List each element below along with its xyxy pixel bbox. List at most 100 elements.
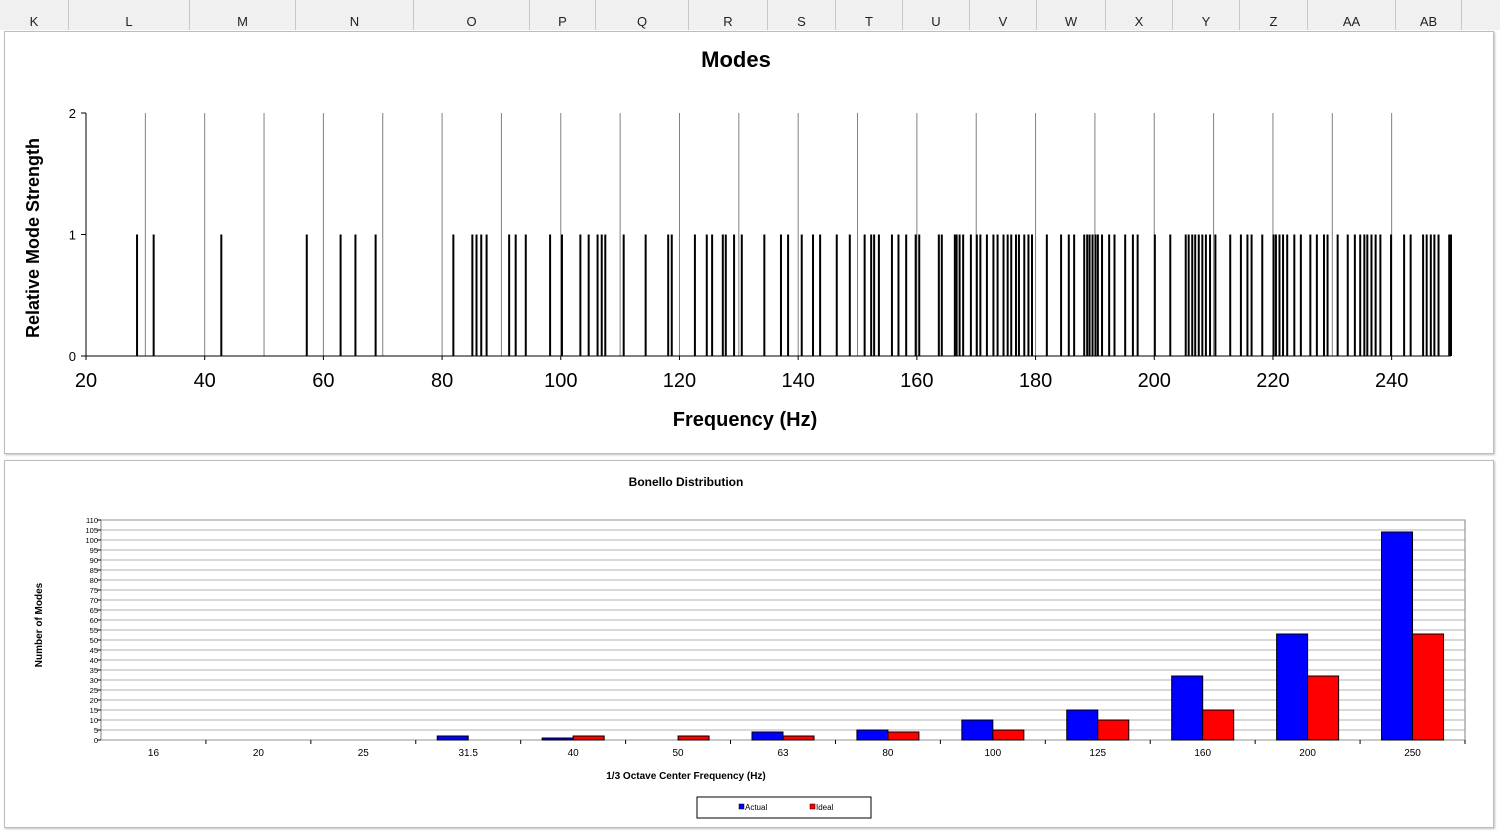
y-tick-label: 50: [90, 636, 98, 645]
x-tick-label: 63: [777, 748, 789, 759]
y-tick-label: 20: [90, 696, 98, 705]
y-tick-label: 70: [90, 596, 98, 605]
y-tick-label: 85: [90, 566, 98, 575]
chart-title: Modes: [701, 47, 771, 72]
column-header-r[interactable]: R: [689, 0, 768, 30]
y-tick-label: 105: [85, 526, 98, 535]
column-header-o[interactable]: O: [414, 0, 530, 30]
x-tick-label: 100: [985, 748, 1002, 759]
x-tick-label: 180: [1019, 370, 1052, 392]
legend-swatch-actual: [738, 803, 745, 810]
y-tick-label: 75: [90, 586, 98, 595]
column-header-s[interactable]: S: [768, 0, 836, 30]
column-header-aa[interactable]: AA: [1308, 0, 1396, 30]
column-header-x[interactable]: X: [1106, 0, 1173, 30]
y-tick-label: 2: [69, 106, 76, 121]
y-tick-label: 0: [94, 736, 98, 745]
column-header-k[interactable]: K: [0, 0, 69, 30]
column-header-u[interactable]: U: [903, 0, 970, 30]
legend-label-actual: Actual: [745, 803, 767, 812]
x-tick-label: 20: [253, 748, 265, 759]
x-axis-label: Frequency (Hz): [673, 409, 817, 431]
y-tick-label: 35: [90, 666, 98, 675]
y-tick-label: 80: [90, 576, 98, 585]
bar-actual: [856, 729, 889, 741]
x-tick-label: 125: [1089, 748, 1106, 759]
bar-actual: [1171, 675, 1204, 741]
y-tick-label: 65: [90, 606, 98, 615]
y-tick-label: 90: [90, 556, 98, 565]
x-tick-label: 240: [1375, 370, 1408, 392]
column-header-l[interactable]: L: [69, 0, 190, 30]
x-tick-label: 50: [673, 748, 685, 759]
x-tick-label: 40: [568, 748, 580, 759]
legend: Actual Ideal: [696, 796, 872, 819]
y-tick-label: 30: [90, 676, 98, 685]
x-tick-label: 160: [1194, 748, 1211, 759]
column-header-w[interactable]: W: [1037, 0, 1106, 30]
bar-actual: [1381, 531, 1414, 741]
bonello-chart-panel[interactable]: Bonello Distribution 0 5 10 15 20 25 30 35 40 45 50…: [4, 460, 1494, 828]
column-header-n[interactable]: N: [296, 0, 414, 30]
x-tick-label: 200: [1138, 370, 1171, 392]
bar-actual: [436, 735, 469, 741]
y-tick-label: 10: [90, 716, 98, 725]
bonello-chart: Bonello Distribution05101520253035404550…: [34, 475, 1466, 819]
y-tick-label: 45: [90, 646, 98, 655]
y-axis-label: Number of Modes: [34, 582, 45, 667]
y-tick-label: 95: [90, 546, 98, 555]
x-tick-label: 100: [544, 370, 577, 392]
column-header-z[interactable]: Z: [1240, 0, 1308, 30]
y-tick-label: 1: [69, 228, 76, 243]
column-header-ab[interactable]: AB: [1396, 0, 1462, 30]
x-tick-label: 80: [882, 748, 894, 759]
bar-ideal: [1202, 709, 1235, 741]
y-tick-label: 40: [90, 656, 98, 665]
bar-actual: [961, 719, 994, 741]
bar-actual: [751, 731, 784, 741]
x-tick-label: 120: [663, 370, 696, 392]
y-tick-label: 0: [69, 349, 76, 364]
x-tick-label: 250: [1404, 748, 1421, 759]
x-tick-label: 25: [358, 748, 370, 759]
chart-title: Bonello Distribution: [629, 475, 744, 489]
bar-ideal: [677, 735, 710, 741]
legend-label-ideal: Ideal: [816, 803, 834, 812]
column-header-t[interactable]: T: [836, 0, 903, 30]
legend-swatch-ideal: [809, 803, 816, 810]
x-axis-label: 1/3 Octave Center Frequency (Hz): [606, 771, 766, 782]
x-tick-label: 20: [75, 370, 97, 392]
column-header-q[interactable]: Q: [596, 0, 689, 30]
bar-ideal: [572, 735, 605, 741]
x-tick-label: 80: [431, 370, 453, 392]
bar-actual: [1276, 633, 1309, 741]
x-tick-label: 160: [900, 370, 933, 392]
y-axis-label: Relative Mode Strength: [23, 138, 43, 338]
x-tick-label: 31.5: [458, 748, 478, 759]
x-tick-label: 16: [148, 748, 160, 759]
column-header-m[interactable]: M: [190, 0, 296, 30]
column-header-y[interactable]: Y: [1173, 0, 1240, 30]
bar-ideal: [887, 731, 920, 741]
bar-ideal: [1097, 719, 1130, 741]
bar-ideal: [1412, 633, 1445, 741]
legend-box: [696, 796, 872, 819]
y-tick-label: 55: [90, 626, 98, 635]
y-tick-label: 60: [90, 616, 98, 625]
column-header-v[interactable]: V: [970, 0, 1037, 30]
x-tick-label: 200: [1299, 748, 1316, 759]
bar-actual: [1066, 709, 1099, 741]
x-tick-label: 220: [1256, 370, 1289, 392]
y-tick-label: 15: [90, 706, 98, 715]
bar-actual: [541, 737, 574, 741]
column-header-p[interactable]: P: [530, 0, 596, 30]
modes-chart-panel[interactable]: Modes 0 1 2 20 40 60 80 100 120 140 160 180 200 220 240…: [4, 31, 1494, 454]
y-tick-label: 110: [86, 516, 98, 525]
y-tick-label: 25: [90, 686, 98, 695]
x-tick-label: 140: [781, 370, 814, 392]
bar-ideal: [782, 735, 815, 741]
bar-ideal: [992, 729, 1025, 741]
column-header-bar: K L M N O P Q R S T U V W X Y Z AA AB: [0, 0, 1500, 31]
bar-ideal: [1307, 675, 1340, 741]
